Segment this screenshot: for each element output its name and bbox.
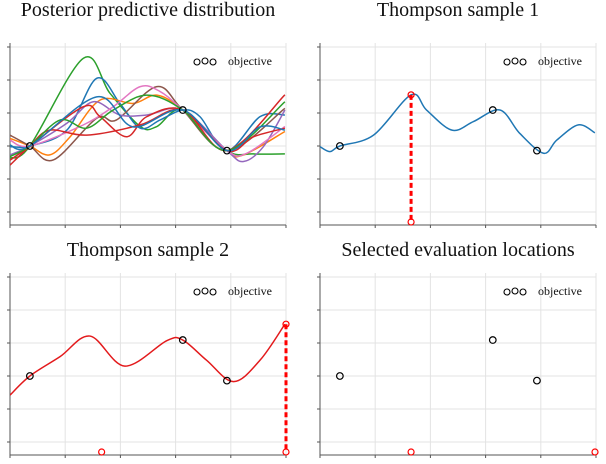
series-group — [320, 93, 596, 155]
legend-marker-icon — [519, 58, 527, 66]
selected-location-marker — [407, 448, 415, 456]
series-group — [10, 323, 286, 396]
selected-location-marker — [282, 448, 290, 456]
thompson-sample-curve — [10, 323, 286, 396]
panel-selected-locations: Selected evaluation locations objective — [317, 239, 599, 458]
posterior-sample-10 — [10, 96, 286, 152]
legend: objective — [503, 54, 582, 68]
legend-marker-icon — [209, 288, 217, 296]
panel-title: Thompson sample 2 — [67, 239, 229, 261]
posterior-sample-1 — [10, 55, 285, 159]
selected-location-marker — [407, 218, 415, 226]
posterior-sample-6 — [10, 85, 286, 157]
selected-point — [282, 320, 290, 328]
legend-marker-icon — [511, 287, 519, 295]
series-group — [10, 55, 286, 166]
posterior-sample-5 — [10, 101, 286, 163]
legend-marker-icon — [503, 288, 511, 296]
legend-marker-icon — [201, 287, 209, 295]
objective-point — [488, 336, 497, 344]
legend: objective — [193, 54, 272, 68]
legend: objective — [193, 284, 272, 298]
objective-point — [223, 146, 231, 155]
previous-selected-marker — [98, 448, 106, 456]
objective-point — [178, 106, 187, 114]
legend-marker-icon — [503, 58, 511, 66]
objective-point — [335, 372, 344, 380]
selected-point — [407, 91, 415, 99]
legend-marker-icon — [511, 57, 519, 65]
panel-title: Posterior predictive distribution — [21, 0, 275, 21]
legend-marker-icon — [193, 288, 201, 296]
panel-title: Selected evaluation locations — [341, 239, 574, 261]
legend-label: objective — [538, 284, 582, 298]
objective-point — [488, 106, 497, 114]
legend: objective — [503, 284, 582, 298]
objective-point — [533, 146, 541, 155]
objective-point — [223, 376, 231, 385]
legend-marker-icon — [201, 57, 209, 65]
objective-point — [25, 372, 34, 380]
panel-thompson-sample-2: Thompson sample 2 objective — [7, 239, 290, 458]
objective-point — [533, 376, 541, 385]
legend-label: objective — [228, 284, 272, 298]
legend-label: objective — [228, 54, 272, 68]
panel-posterior-predictive: Posterior predictive distribution object… — [7, 0, 287, 228]
legend-marker-icon — [519, 288, 527, 296]
objective-point — [178, 336, 187, 344]
selected-location-marker — [591, 448, 599, 456]
panel-title: Thompson sample 1 — [377, 0, 539, 21]
thompson-sample-curve — [320, 93, 596, 155]
legend-marker-icon — [193, 58, 201, 66]
objective-point — [335, 142, 344, 150]
legend-marker-icon — [209, 58, 217, 66]
panel-thompson-sample-1: Thompson sample 1 objective — [317, 0, 597, 228]
objective-point — [25, 142, 34, 150]
posterior-sample-9 — [10, 94, 286, 158]
legend-label: objective — [538, 54, 582, 68]
